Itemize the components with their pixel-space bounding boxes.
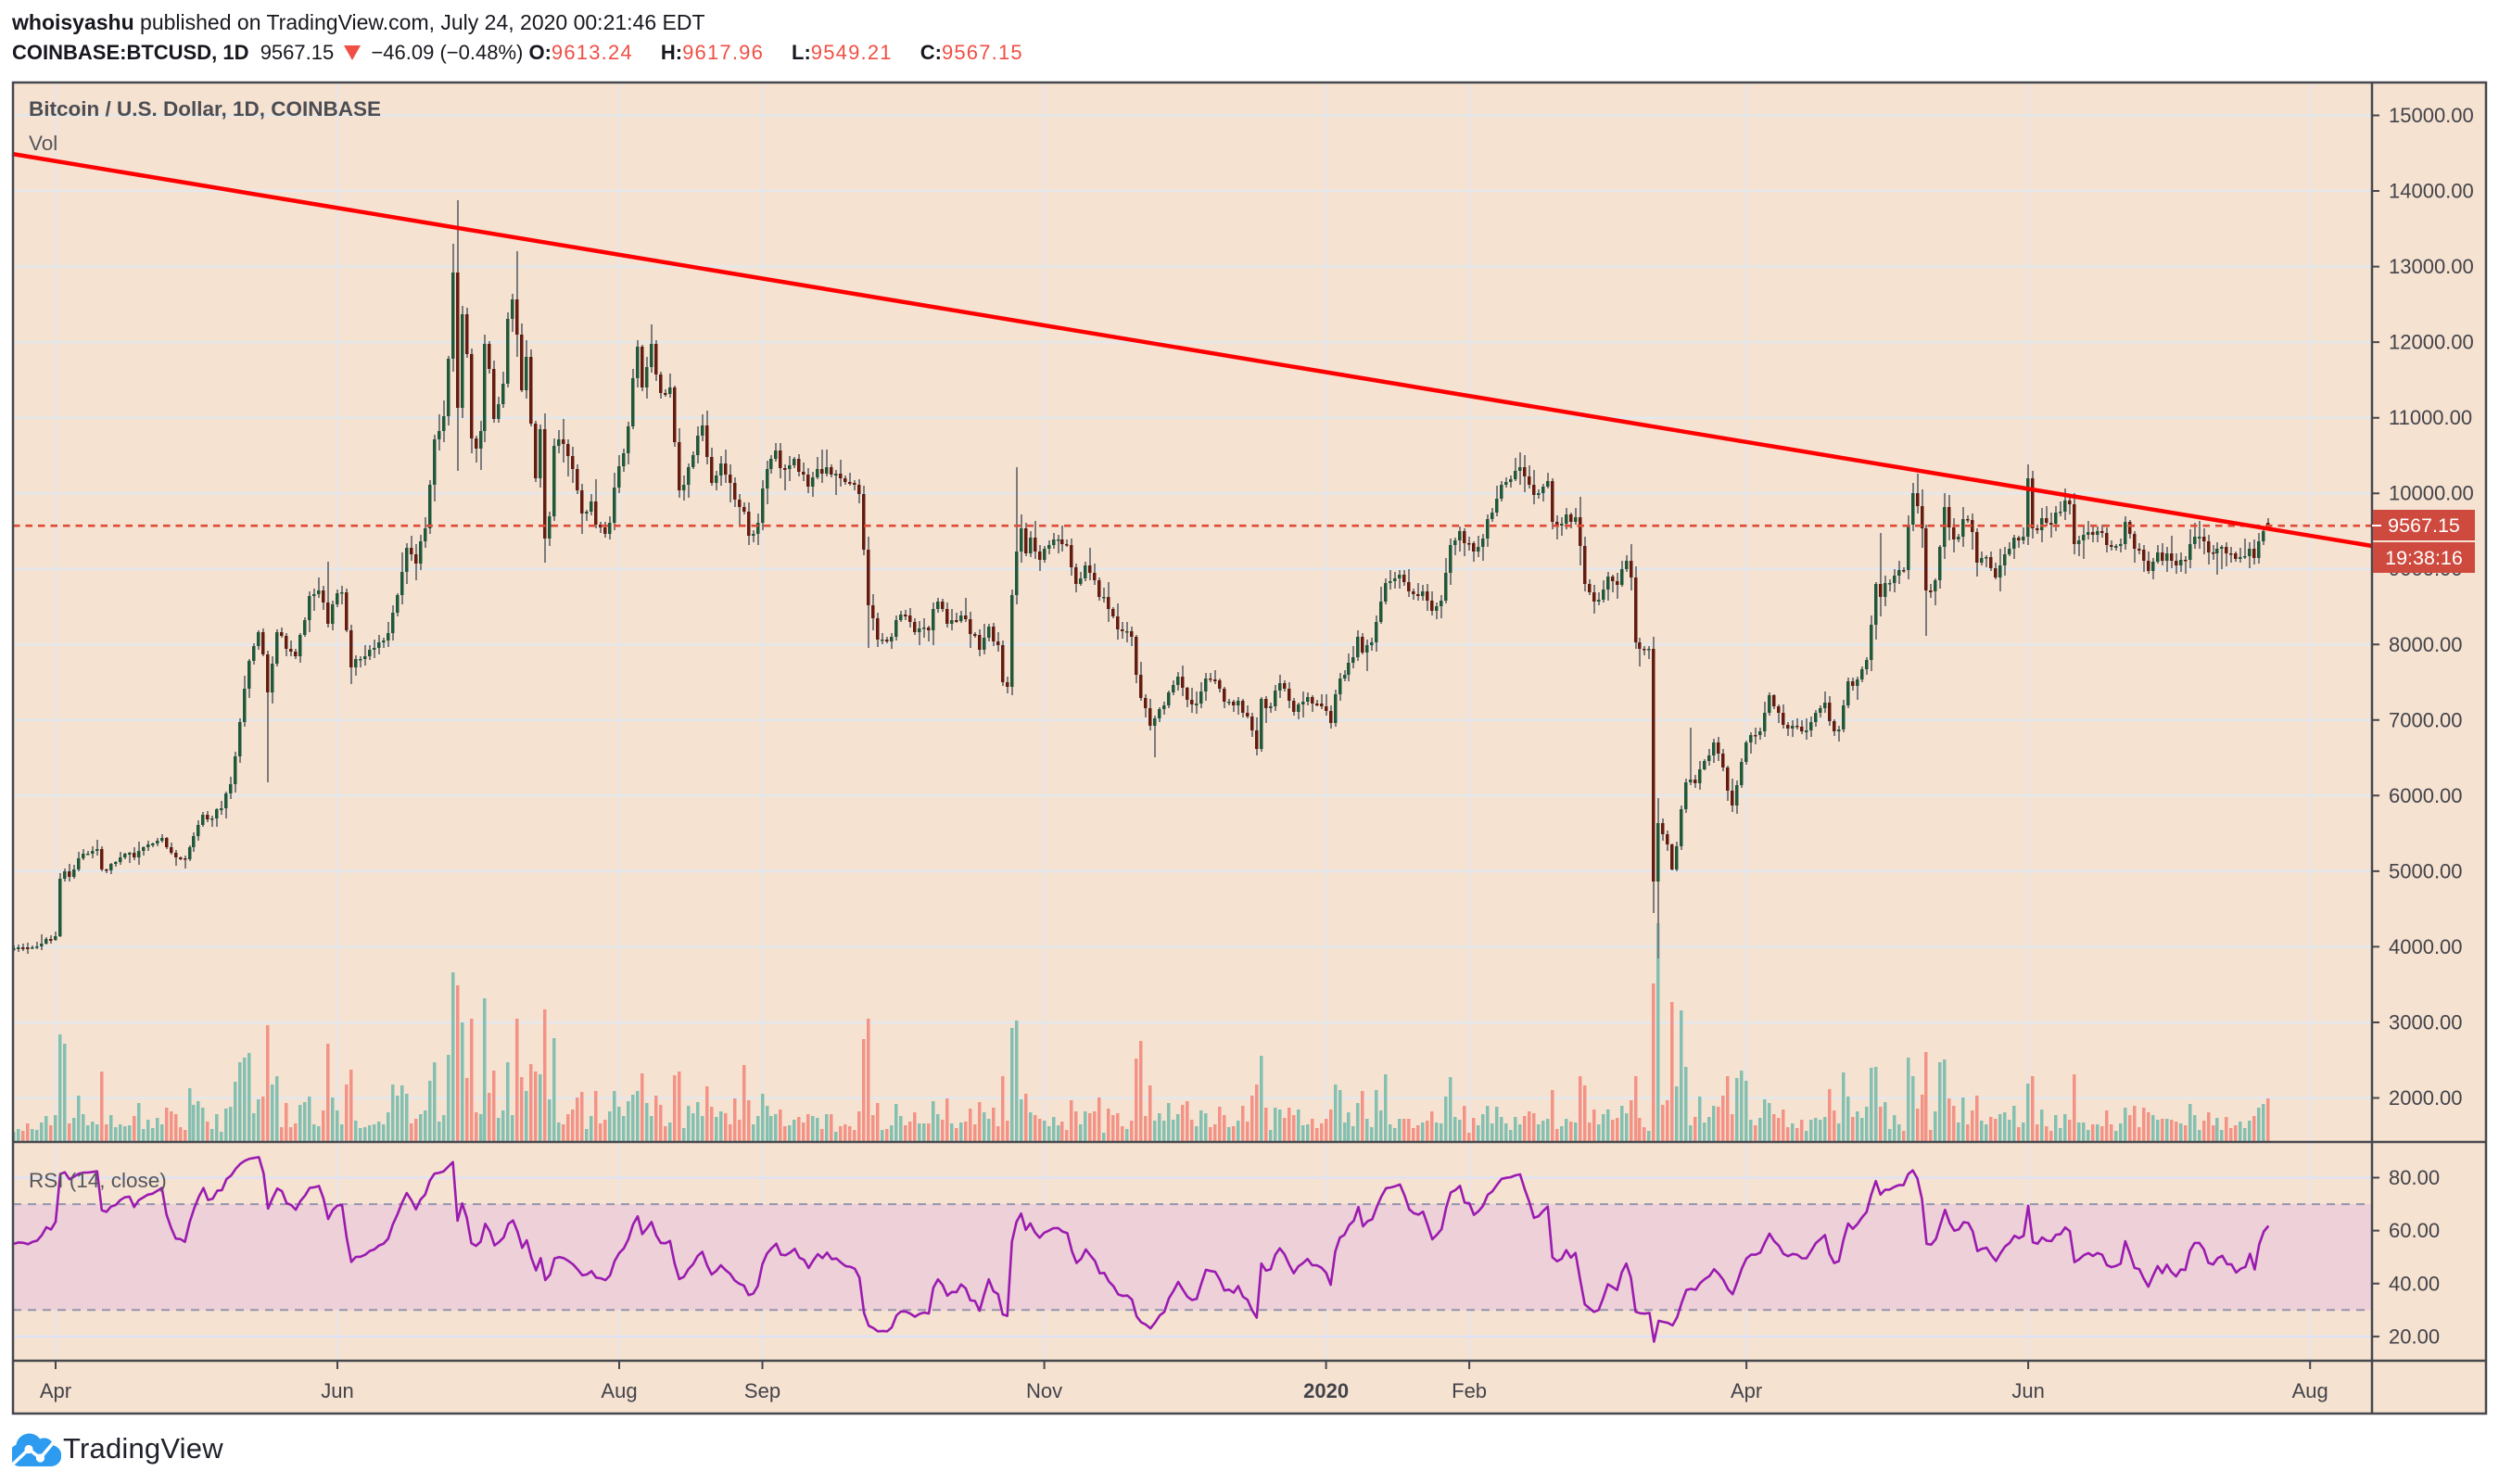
svg-text:14000.00: 14000.00 — [2389, 180, 2474, 203]
svg-text:8000.00: 8000.00 — [2389, 633, 2463, 656]
svg-text:Apr: Apr — [40, 1379, 71, 1402]
svg-text:Aug: Aug — [2292, 1379, 2328, 1402]
svg-text:40.00: 40.00 — [2389, 1272, 2440, 1295]
svg-text:2000.00: 2000.00 — [2389, 1086, 2463, 1110]
svg-text:Nov: Nov — [1026, 1379, 1062, 1402]
svg-text:Jun: Jun — [2011, 1379, 2044, 1402]
svg-text:60.00: 60.00 — [2389, 1219, 2440, 1242]
svg-text:Apr: Apr — [1731, 1379, 1762, 1402]
svg-text:13000.00: 13000.00 — [2389, 255, 2474, 278]
svg-text:10000.00: 10000.00 — [2389, 482, 2474, 505]
svg-text:80.00: 80.00 — [2389, 1166, 2440, 1189]
svg-text:3000.00: 3000.00 — [2389, 1011, 2463, 1034]
svg-text:6000.00: 6000.00 — [2389, 784, 2463, 807]
svg-text:Jun: Jun — [321, 1379, 353, 1402]
svg-text:5000.00: 5000.00 — [2389, 859, 2463, 882]
svg-text:Bitcoin / U.S. Dollar, 1D, COI: Bitcoin / U.S. Dollar, 1D, COINBASE — [29, 97, 381, 120]
svg-text:2020: 2020 — [1303, 1379, 1349, 1402]
svg-text:RSI (14, close): RSI (14, close) — [29, 1169, 167, 1192]
svg-text:19:38:16: 19:38:16 — [2385, 547, 2463, 569]
svg-text:Sep: Sep — [744, 1379, 780, 1402]
svg-text:15000.00: 15000.00 — [2389, 104, 2474, 127]
svg-text:20.00: 20.00 — [2389, 1325, 2440, 1348]
svg-text:12000.00: 12000.00 — [2389, 331, 2474, 354]
svg-text:9567.15: 9567.15 — [2388, 514, 2460, 537]
svg-text:4000.00: 4000.00 — [2389, 935, 2463, 958]
svg-text:Aug: Aug — [601, 1379, 637, 1402]
svg-text:Vol: Vol — [29, 132, 57, 155]
svg-text:Feb: Feb — [1452, 1379, 1487, 1402]
svg-text:7000.00: 7000.00 — [2389, 708, 2463, 731]
svg-text:11000.00: 11000.00 — [2389, 406, 2472, 429]
